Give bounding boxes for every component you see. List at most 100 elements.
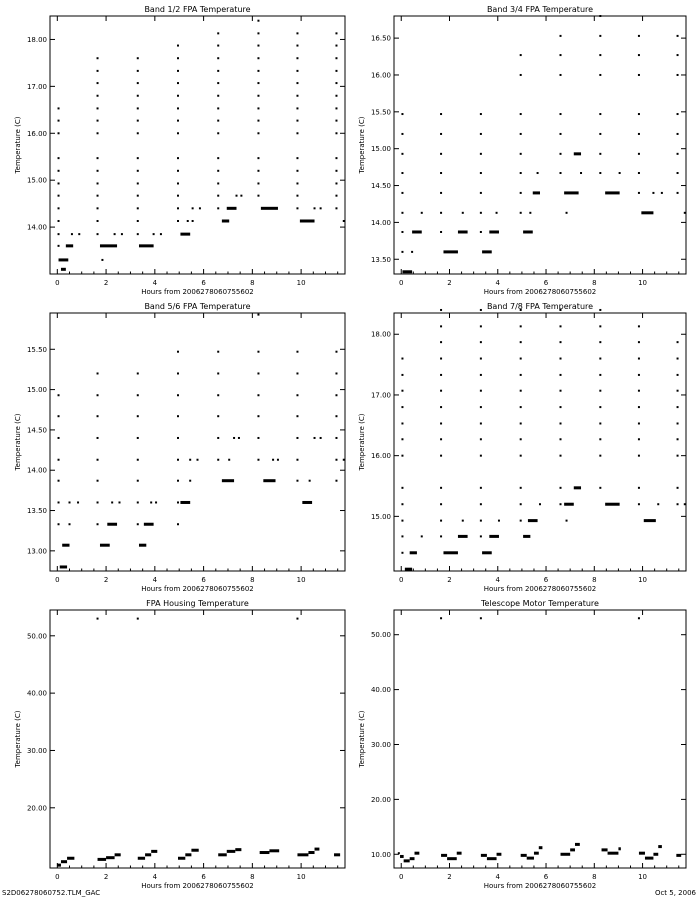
data-point — [519, 73, 522, 76]
data-point — [96, 94, 99, 97]
data-segment — [269, 849, 280, 853]
y-axis-label: Temperature (C) — [14, 116, 22, 174]
data-point — [440, 132, 443, 135]
data-point — [296, 32, 299, 35]
data-segment — [185, 853, 192, 857]
data-point — [217, 458, 220, 461]
data-point — [96, 394, 99, 397]
data-point — [479, 406, 482, 409]
data-point — [176, 194, 179, 197]
data-point — [296, 350, 299, 353]
data-point — [559, 486, 562, 489]
data-point — [497, 519, 500, 522]
data-point — [176, 436, 179, 439]
data-point — [217, 82, 220, 85]
data-point — [440, 341, 443, 344]
data-point — [401, 132, 404, 135]
x-tick-label: 2 — [104, 279, 108, 287]
data-point — [599, 34, 602, 37]
data-point — [176, 182, 179, 185]
y-axis-label: Temperature (C) — [14, 413, 22, 471]
data-point — [479, 373, 482, 376]
data-point — [176, 107, 179, 110]
data-point — [313, 207, 316, 210]
data-point — [217, 157, 220, 160]
data-point — [580, 172, 583, 175]
data-point — [559, 73, 562, 76]
data-point — [401, 503, 404, 506]
data-point — [57, 244, 60, 247]
data-point — [559, 308, 562, 311]
data-point — [217, 207, 220, 210]
data-segment — [235, 848, 242, 852]
data-point — [257, 82, 260, 85]
data-point — [676, 406, 679, 409]
data-segment — [59, 565, 68, 569]
data-point — [676, 341, 679, 344]
data-segment — [226, 206, 237, 210]
data-point — [401, 152, 404, 155]
data-segment — [58, 258, 69, 262]
data-point — [257, 57, 260, 60]
data-point — [637, 438, 640, 441]
data-point — [176, 501, 179, 504]
y-tick-label: 14.00 — [27, 224, 47, 232]
data-point — [57, 194, 60, 197]
data-point — [176, 415, 179, 418]
data-point — [440, 113, 443, 116]
data-segment — [60, 860, 68, 864]
data-point — [559, 113, 562, 116]
x-tick-label: 4 — [153, 576, 158, 584]
x-axis-label: Hours from 2006278060755602 — [141, 585, 254, 593]
data-point — [136, 394, 139, 397]
data-point — [559, 172, 562, 175]
data-point — [411, 250, 414, 253]
data-point — [296, 617, 299, 620]
data-point — [57, 233, 60, 236]
data-point — [57, 182, 60, 185]
data-point — [217, 107, 220, 110]
data-point — [599, 422, 602, 425]
data-point — [559, 325, 562, 328]
data-point — [296, 372, 299, 375]
data-point — [257, 372, 260, 375]
data-segment — [409, 857, 415, 861]
data-point — [599, 152, 602, 155]
data-marks — [57, 19, 345, 271]
data-point — [519, 486, 522, 489]
data-point — [420, 535, 423, 538]
y-tick-label: 20.00 — [27, 804, 47, 812]
data-point — [335, 436, 338, 439]
data-point — [637, 341, 640, 344]
data-segment — [400, 854, 404, 858]
data-segment — [482, 551, 492, 555]
data-point — [335, 107, 338, 110]
data-point — [276, 458, 279, 461]
data-point — [136, 94, 139, 97]
data-segment — [259, 851, 270, 855]
data-segment — [601, 848, 608, 852]
data-point — [599, 54, 602, 57]
data-point — [559, 422, 562, 425]
data-point — [189, 479, 192, 482]
data-point — [559, 373, 562, 376]
data-segment — [67, 856, 75, 860]
data-segment — [538, 846, 543, 850]
data-point — [57, 394, 60, 397]
data-point — [559, 503, 562, 506]
x-tick-label: 8 — [592, 279, 596, 287]
data-point — [479, 325, 482, 328]
x-tick-label: 4 — [153, 873, 158, 881]
data-point — [217, 132, 220, 135]
x-tick-label: 10 — [297, 576, 306, 584]
data-point — [240, 194, 243, 197]
data-point — [159, 233, 162, 236]
chart-panel-2: Band 3/4 FPA Temperature 0 2 4 6 8 10 13.50 14.0… — [358, 5, 687, 296]
data-point — [335, 458, 338, 461]
data-point — [401, 357, 404, 360]
data-point — [599, 15, 602, 17]
data-point — [637, 73, 640, 76]
data-point — [599, 325, 602, 328]
x-tick-label: 0 — [399, 873, 403, 881]
data-point — [559, 454, 562, 457]
